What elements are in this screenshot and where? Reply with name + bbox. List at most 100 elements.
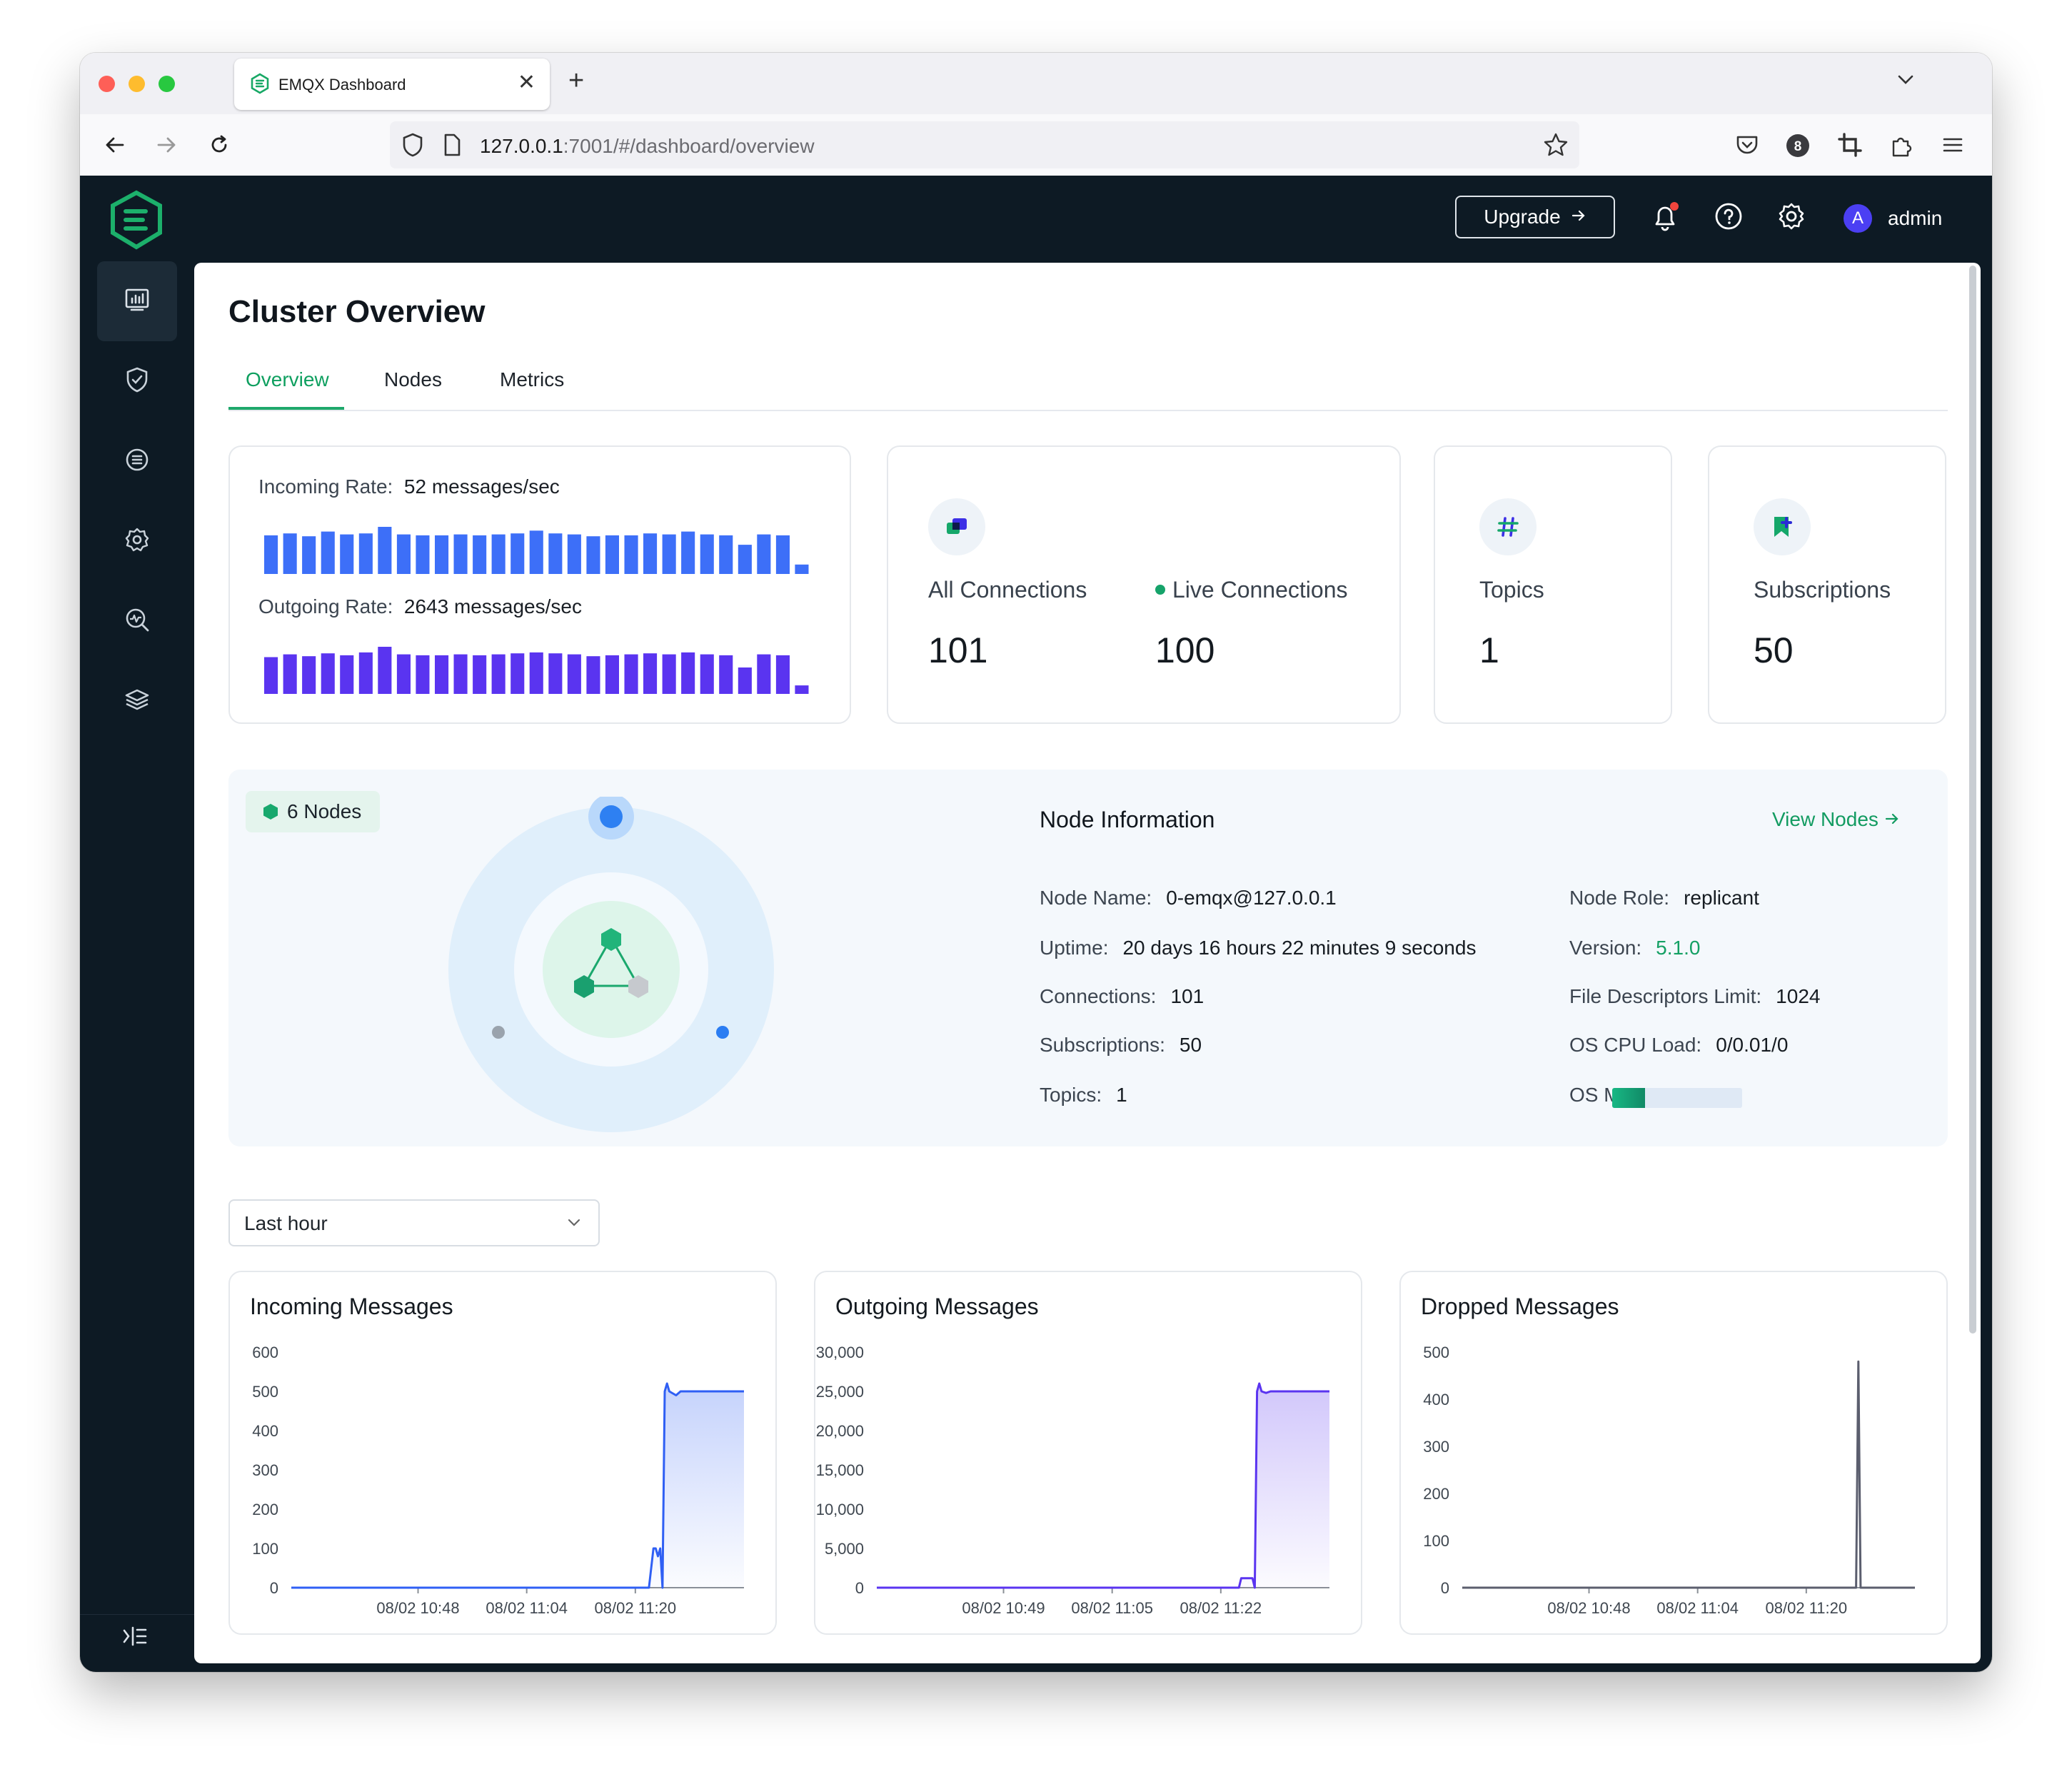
outgoing-rate-bar — [567, 654, 581, 694]
live-status-dot — [1155, 584, 1165, 595]
view-nodes-link[interactable]: View Nodes — [1772, 808, 1900, 831]
access-control-icon — [123, 366, 151, 398]
outgoing-rate-bar — [662, 654, 676, 694]
incoming-rate-bar — [416, 535, 430, 574]
browser-tab[interactable]: EMQX Dashboard ✕ — [234, 59, 550, 110]
version-value[interactable]: 5.1.0 — [1656, 937, 1701, 959]
time-range-value: Last hour — [244, 1212, 328, 1234]
outgoing-rate-bar — [378, 647, 392, 694]
connections-icon — [928, 498, 985, 555]
notification-bell-icon[interactable] — [1648, 200, 1682, 238]
emqx-logo-icon[interactable] — [109, 190, 164, 253]
close-window-button[interactable] — [99, 76, 115, 92]
time-range-select[interactable]: Last hour — [228, 1199, 600, 1246]
sidebar-item-management[interactable] — [97, 501, 177, 581]
bookmark-star-icon[interactable] — [1542, 131, 1569, 162]
outgoing-rate: Outgoing Rate: 2643 messages/sec — [258, 595, 582, 618]
node-hexagon-3 — [628, 975, 648, 998]
cpu-load-label: OS CPU Load: — [1569, 1034, 1702, 1056]
y-tick-label: 100 — [1423, 1532, 1449, 1550]
sidebar-item-dashboard[interactable] — [97, 261, 177, 341]
message-rate-card: Incoming Rate: 52 messages/sec Outgoing … — [228, 445, 851, 724]
cpu-load-row: OS CPU Load: 0/0.01/0 — [1569, 1034, 1788, 1057]
incoming-rate-bar — [795, 564, 809, 574]
incoming-rate-bar — [378, 527, 392, 574]
uptime-row: Uptime: 20 days 16 hours 22 minutes 9 sec… — [1040, 937, 1476, 959]
shield-icon[interactable] — [400, 131, 426, 162]
topics-value: 1 — [1479, 630, 1499, 670]
sidebar-item-access-control[interactable] — [97, 341, 177, 421]
pocket-icon[interactable] — [1734, 131, 1761, 162]
settings-gear-icon[interactable] — [1776, 201, 1806, 235]
tab-title: EMQX Dashboard — [278, 76, 406, 94]
tab-close-icon[interactable]: ✕ — [517, 71, 535, 94]
tab-overview[interactable]: Overview — [246, 368, 329, 390]
chart-title: Outgoing Messages — [835, 1294, 1039, 1319]
outgoing-rate-bar — [681, 652, 695, 694]
page-title: Cluster Overview — [228, 294, 486, 329]
uptime-label: Uptime: — [1040, 937, 1109, 959]
incoming-rate-bar — [321, 531, 335, 574]
tab-list-chevron-icon[interactable] — [1895, 69, 1916, 94]
outgoing-messages-card: Outgoing Messages 0 5,000 10,000 15,000 20,0… — [814, 1271, 1362, 1635]
node-connections-row: Connections: 101 — [1040, 985, 1204, 1008]
outgoing-rate-bar — [491, 654, 506, 694]
outgoing-rate-bar — [453, 654, 468, 694]
outgoing-rate-bar — [283, 654, 297, 694]
incoming-rate-bar — [396, 534, 411, 574]
outgoing-rate-bar — [340, 655, 354, 694]
minimize-window-button[interactable] — [129, 76, 145, 92]
sidebar-item-integration[interactable] — [97, 421, 177, 501]
incoming-rate-bar — [283, 533, 297, 574]
y-tick-label: 0 — [270, 1579, 278, 1597]
x-tick-label: 08/02 10:48 — [376, 1599, 459, 1617]
incoming-rate-bar — [605, 535, 619, 574]
subscriptions-card: Subscriptions 50 — [1708, 445, 1946, 724]
zoom-window-button[interactable] — [159, 76, 175, 92]
extension-badge-icon[interactable]: 8 — [1785, 133, 1811, 162]
incoming-rate-bars — [264, 527, 809, 574]
view-nodes-label: View Nodes — [1772, 808, 1879, 830]
reload-icon[interactable] — [206, 131, 233, 162]
sidebar-item-cluster[interactable] — [97, 661, 177, 741]
new-tab-icon[interactable]: + — [568, 66, 585, 96]
node-role-row: Node Role: replicant — [1569, 887, 1759, 909]
y-tick-label: 200 — [252, 1501, 278, 1518]
outgoing-rate-bar — [264, 657, 278, 694]
username[interactable]: admin — [1888, 207, 1943, 229]
y-tick-label: 400 — [1423, 1391, 1449, 1408]
hexagon-icon — [263, 804, 278, 820]
tab-metrics[interactable]: Metrics — [500, 368, 565, 390]
avatar[interactable]: A — [1844, 204, 1872, 233]
node-subscriptions-label: Subscriptions: — [1040, 1034, 1165, 1056]
crop-screenshot-icon[interactable] — [1836, 131, 1864, 162]
address-bar[interactable]: 127.0.0.1:7001/#/dashboard/overview — [390, 121, 1579, 168]
node-role-value: replicant — [1684, 887, 1759, 909]
sidebar-item-diagnose[interactable] — [97, 581, 177, 661]
incoming-rate-bar — [567, 534, 581, 574]
tab-nodes[interactable]: Nodes — [384, 368, 442, 390]
incoming-rate-bar — [719, 535, 733, 574]
file-descriptors-label: File Descriptors Limit: — [1569, 985, 1762, 1007]
file-descriptors-row: File Descriptors Limit: 1024 — [1569, 985, 1820, 1008]
scrollbar[interactable] — [1969, 266, 1976, 1334]
node-name-value: 0-emqx@127.0.0.1 — [1166, 887, 1337, 909]
outgoing-rate-bar — [302, 656, 316, 694]
outgoing-rate-bar — [643, 653, 658, 694]
extensions-puzzle-icon[interactable] — [1888, 131, 1915, 162]
incoming-rate-bar — [586, 536, 600, 574]
dropped-messages-chart: 0 100 200 300 400 500 08/02 10:48 08/02 11:04 08… — [1423, 1344, 1915, 1617]
y-tick-label: 200 — [1423, 1485, 1449, 1503]
incoming-rate-bar — [700, 534, 714, 574]
upgrade-button[interactable]: Upgrade — [1455, 196, 1615, 238]
help-circle-icon[interactable] — [1714, 201, 1744, 235]
y-tick-label: 30,000 — [816, 1344, 864, 1361]
forward-arrow-icon[interactable] — [153, 131, 180, 162]
collapse-sidebar-icon[interactable] — [121, 1624, 150, 1652]
live-connections-label: Live Connections — [1172, 577, 1348, 603]
menu-hamburger-icon[interactable] — [1939, 131, 1966, 162]
back-arrow-icon[interactable] — [101, 131, 129, 162]
x-tick-label: 08/02 11:20 — [595, 1599, 677, 1617]
incoming-rate-bar — [340, 534, 354, 574]
incoming-rate-bar — [757, 534, 771, 574]
